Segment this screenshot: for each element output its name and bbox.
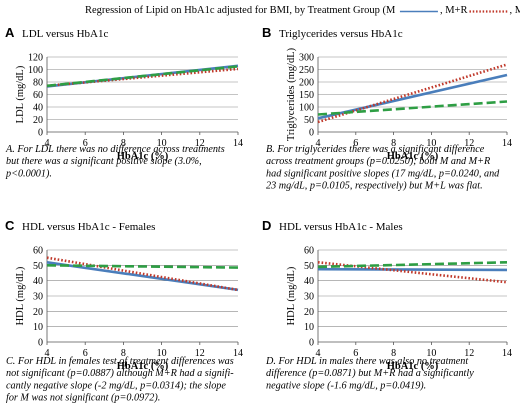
x-tick-label: 12 — [464, 138, 474, 149]
x-tick-label: 4 — [316, 138, 321, 149]
y-axis-label: LDL (mg/dL) — [15, 65, 26, 123]
caption-line: p<0.0001). — [5, 168, 52, 179]
x-axis-label: HbA1c (%) — [387, 361, 439, 372]
chart-title: LDL versus HbA1c — [22, 28, 108, 40]
x-tick-label: 6 — [353, 348, 358, 359]
caption-line: across treatment groups (p=0.0250); both… — [266, 156, 491, 167]
series-line-mplusl — [317, 100, 508, 116]
y-tick-label: 10 — [33, 322, 43, 333]
caption-line: for M was not significant (p=0.0972). — [6, 393, 160, 404]
x-tick-label: 10 — [426, 138, 436, 149]
chart-panel-d: D HDL versus HbA1c - Males 0 10 20 30 40 50 60 4 6… — [262, 218, 512, 391]
caption-line: not significant (p=0.0887) although M+R … — [6, 368, 234, 379]
x-axis-label: HbA1c (%) — [117, 151, 169, 162]
y-tick-label: 50 — [304, 115, 314, 126]
caption-line: difference (p=0.0871) but M+R had a sign… — [266, 368, 474, 379]
y-tick-label: 40 — [33, 103, 43, 114]
y-tick-label: 50 — [304, 261, 314, 272]
series-line-m — [317, 267, 508, 272]
x-tick-label: 14 — [233, 138, 243, 149]
x-tick-label: 6 — [83, 348, 88, 359]
y-tick-label: 300 — [299, 53, 314, 64]
caption-line: had significant positive slopes (17 mg/d… — [266, 168, 500, 179]
y-tick-label: 40 — [304, 276, 314, 287]
caption-line: but there was a significant positive slo… — [6, 156, 202, 167]
legend-label-mplusr: , M+R — [440, 5, 468, 16]
x-tick-label: 4 — [45, 138, 50, 149]
y-tick-label: 30 — [304, 292, 314, 303]
x-tick-label: 14 — [233, 348, 243, 359]
panel-letter: D — [262, 218, 271, 233]
x-tick-label: 6 — [83, 138, 88, 149]
y-tick-label: 20 — [33, 115, 43, 126]
y-tick-label: 0 — [309, 128, 314, 139]
x-axis-label: HbA1c (%) — [117, 361, 169, 372]
x-tick-label: 8 — [121, 138, 126, 149]
caption-line: 23 mg/dL, p=0.0105, respectively) but M+… — [266, 181, 483, 192]
y-axis-label: HDL (mg/dL) — [15, 266, 26, 325]
x-tick-label: 4 — [45, 348, 50, 359]
y-tick-label: 0 — [38, 338, 43, 349]
figure-title: Regression of Lipid on HbA1c adjusted fo… — [85, 5, 520, 16]
y-tick-label: 120 — [28, 53, 43, 64]
x-tick-label: 14 — [502, 348, 512, 359]
x-tick-label: 12 — [464, 348, 474, 359]
series-line-mplusl — [46, 65, 239, 88]
y-tick-label: 250 — [299, 65, 314, 76]
y-tick-label: 100 — [28, 65, 43, 76]
chart-panel-c: C HDL versus HbA1c - Females 0 10 20 30 40 50 60… — [5, 218, 243, 404]
y-tick-label: 200 — [299, 78, 314, 89]
x-axis-label: HbA1c (%) — [387, 151, 439, 162]
y-axis-label: HDL (mg/dL) — [286, 266, 297, 325]
x-tick-label: 8 — [121, 348, 126, 359]
chart-title: Triglycerides versus HbA1c — [279, 28, 403, 40]
y-tick-label: 150 — [299, 90, 314, 101]
x-tick-label: 10 — [426, 348, 436, 359]
caption-line: cantly negative slope (-2 mg/dL, p=0.031… — [6, 380, 226, 391]
x-tick-label: 4 — [316, 348, 321, 359]
y-tick-label: 20 — [304, 307, 314, 318]
y-tick-label: 0 — [309, 338, 314, 349]
y-tick-label: 60 — [304, 246, 314, 257]
y-tick-label: 60 — [33, 246, 43, 257]
y-tick-label: 80 — [33, 78, 43, 89]
series-line-mplusl — [46, 264, 239, 269]
y-tick-label: 20 — [33, 307, 43, 318]
series-line-mplusr — [46, 67, 239, 88]
x-tick-label: 10 — [157, 138, 167, 149]
y-tick-label: 40 — [33, 276, 43, 287]
series-line-mplusr — [317, 261, 508, 284]
panel-letter: A — [5, 25, 15, 40]
caption-line: negative slope (-1.6 mg/dL, p=0.0419). — [266, 380, 426, 391]
y-tick-label: 50 — [33, 261, 43, 272]
x-tick-label: 10 — [157, 348, 167, 359]
caption-line: A. For LDL there was no difference acros… — [5, 144, 225, 155]
legend-label-mplusl: , M+L — [509, 5, 520, 16]
x-tick-label: 8 — [391, 348, 396, 359]
caption-line: B. For triglycerides there was a signifi… — [266, 144, 485, 155]
y-axis-label: Triglycerides (mg/dL) — [286, 47, 297, 141]
x-tick-label: 12 — [195, 348, 205, 359]
chart-title: HDL versus HbA1c - Females — [22, 221, 155, 233]
series-line-mplusl — [317, 261, 508, 269]
caption-line: D. For HDL in males there was also no tr… — [265, 356, 469, 367]
panel-letter: B — [262, 25, 271, 40]
y-tick-label: 100 — [299, 103, 314, 114]
y-tick-label: 10 — [304, 322, 314, 333]
panel-letter: C — [5, 218, 15, 233]
x-tick-label: 8 — [391, 138, 396, 149]
y-tick-label: 60 — [33, 90, 43, 101]
x-tick-label: 12 — [195, 138, 205, 149]
chart-title: HDL versus HbA1c - Males — [279, 221, 403, 233]
figure-header: Regression of Lipid on HbA1c adjusted fo… — [85, 5, 520, 16]
y-tick-label: 0 — [38, 128, 43, 139]
x-tick-label: 14 — [502, 138, 512, 149]
x-tick-label: 6 — [353, 138, 358, 149]
caption-line: C. For HDL in females test of treatment … — [6, 356, 234, 367]
y-tick-label: 30 — [33, 292, 43, 303]
